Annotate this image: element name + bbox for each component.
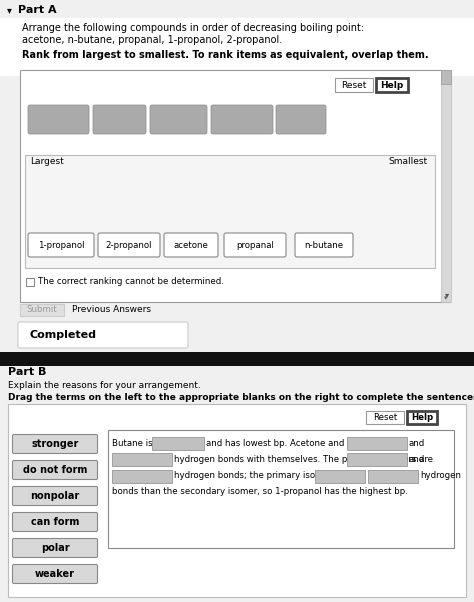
Bar [20, 304, 64, 316]
Text: ▾: ▾ [7, 5, 12, 15]
Text: and: and [409, 438, 425, 447]
Bar [0, 0, 474, 18]
Text: ▾: ▾ [444, 295, 448, 301]
Bar [8, 404, 466, 597]
Text: Part A: Part A [18, 5, 56, 15]
Bar [368, 470, 418, 482]
Text: The correct ranking cannot be determined.: The correct ranking cannot be determined… [38, 278, 224, 287]
Text: polar: polar [41, 543, 69, 553]
Text: Previous Answers: Previous Answers [72, 305, 151, 314]
Text: acetone: acetone [173, 241, 209, 249]
Bar [25, 155, 435, 268]
FancyBboxPatch shape [98, 233, 160, 257]
Text: Submit: Submit [27, 305, 57, 314]
Bar [0, 352, 474, 404]
Text: Completed: Completed [30, 330, 97, 340]
FancyBboxPatch shape [12, 512, 98, 532]
Text: Help: Help [411, 414, 433, 423]
Text: acetone, n-butane, propanal, 1-propanol, 2-propanol.: acetone, n-butane, propanal, 1-propanol,… [22, 35, 282, 45]
Text: and: and [409, 455, 425, 464]
Text: hydrogen: hydrogen [420, 471, 461, 480]
FancyBboxPatch shape [150, 105, 207, 134]
Text: Reset: Reset [341, 81, 367, 90]
Text: Explain the reasons for your arrangement.: Explain the reasons for your arrangement… [8, 382, 201, 391]
Bar [335, 78, 373, 92]
Bar [20, 70, 450, 302]
Text: Reset: Reset [373, 414, 397, 423]
Bar [112, 470, 172, 482]
Text: can form: can form [31, 517, 79, 527]
Text: Help: Help [380, 81, 404, 90]
Text: 2-propanol: 2-propanol [106, 241, 152, 249]
Text: ▾: ▾ [445, 291, 449, 300]
Text: do not form: do not form [23, 465, 87, 475]
FancyBboxPatch shape [28, 233, 94, 257]
Bar [26, 278, 34, 286]
FancyBboxPatch shape [211, 105, 273, 134]
Text: hydrogen bonds; the primary isomer: hydrogen bonds; the primary isomer [174, 471, 332, 480]
Text: nonpolar: nonpolar [30, 491, 80, 501]
FancyBboxPatch shape [28, 105, 89, 134]
FancyBboxPatch shape [93, 105, 146, 134]
Text: 1-propanol: 1-propanol [38, 241, 84, 249]
Text: Largest: Largest [30, 158, 64, 167]
Bar [347, 436, 407, 450]
FancyBboxPatch shape [12, 435, 98, 453]
FancyBboxPatch shape [12, 539, 98, 557]
Bar [441, 70, 451, 302]
Bar [0, 18, 474, 75]
Text: weaker: weaker [35, 569, 75, 579]
Text: n-butane: n-butane [304, 241, 344, 249]
Text: hydrogen bonds with themselves. The propanol isomers are: hydrogen bonds with themselves. The prop… [174, 455, 433, 464]
Text: Butane is: Butane is [112, 438, 153, 447]
Bar [112, 453, 172, 465]
FancyBboxPatch shape [12, 486, 98, 506]
FancyBboxPatch shape [224, 233, 286, 257]
Bar [407, 411, 437, 424]
Bar [366, 411, 404, 424]
Bar [152, 436, 204, 450]
FancyBboxPatch shape [276, 105, 326, 134]
Bar [376, 78, 408, 92]
FancyBboxPatch shape [295, 233, 353, 257]
FancyBboxPatch shape [18, 322, 188, 348]
FancyBboxPatch shape [12, 461, 98, 480]
Bar [315, 470, 365, 482]
Text: stronger: stronger [31, 439, 79, 449]
Bar [347, 453, 407, 465]
Text: Smallest: Smallest [389, 158, 428, 167]
Bar [0, 352, 474, 366]
Text: Arrange the following compounds in order of decreasing boiling point:: Arrange the following compounds in order… [22, 23, 364, 33]
FancyBboxPatch shape [12, 565, 98, 583]
Text: propanal: propanal [236, 241, 274, 249]
Text: Drag the terms on the left to the appropriate blanks on the right to complete th: Drag the terms on the left to the approp… [8, 394, 474, 403]
Bar [441, 70, 451, 84]
Text: Part B: Part B [8, 367, 46, 377]
Text: Rank from largest to smallest. To rank items as equivalent, overlap them.: Rank from largest to smallest. To rank i… [22, 50, 428, 60]
Bar [108, 430, 454, 548]
FancyBboxPatch shape [164, 233, 218, 257]
Text: and has lowest bp. Acetone and propanal are: and has lowest bp. Acetone and propanal … [206, 438, 401, 447]
Text: bonds than the secondary isomer, so 1-propanol has the highest bp.: bonds than the secondary isomer, so 1-pr… [112, 488, 408, 497]
